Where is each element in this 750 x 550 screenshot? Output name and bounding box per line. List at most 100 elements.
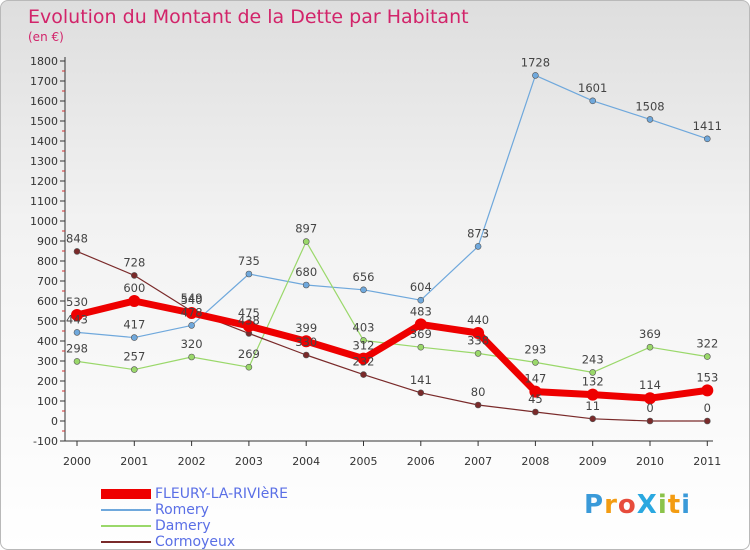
data-point [644,392,656,405]
x-tick-label: 2009 [579,455,607,468]
y-tick-label: 300 [37,355,58,368]
data-label: 1728 [521,55,550,69]
y-tick-label: 200 [37,375,58,388]
data-point [701,384,714,397]
data-point [646,116,654,123]
series-line [76,250,708,422]
data-label: 322 [696,337,718,351]
data-label: 0 [704,401,711,415]
legend-swatch [101,541,151,543]
data-point [131,272,138,279]
data-label: 475 [238,306,260,320]
data-point [357,352,370,365]
data-point [532,359,539,366]
y-tick-label: 1100 [30,195,58,208]
y-tick-label: 1700 [30,75,58,88]
data-label: 728 [123,255,145,269]
y-tick-label: 700 [37,275,58,288]
data-label: 320 [181,337,203,351]
data-point [417,389,425,397]
data-label: 478 [181,305,203,319]
data-label: 269 [238,347,260,361]
x-tick-label: 2010 [636,455,664,468]
data-label: 147 [524,372,546,386]
data-point [589,369,597,376]
data-point [302,238,310,245]
data-label: 483 [410,304,432,318]
y-tick-label: -100 [33,435,58,448]
data-point [73,358,81,365]
logo-letter: r [604,490,618,520]
data-label: 399 [295,321,317,335]
logo-letter: t [667,490,682,520]
data-point [417,296,425,304]
y-tick-label: 1300 [30,155,58,168]
data-point [474,243,482,250]
data-label: 257 [123,350,145,364]
data-point [188,322,195,329]
y-tick-label: 1000 [30,215,58,228]
y-tick-label: 600 [37,295,58,308]
data-point [71,309,83,321]
data-label: 293 [524,342,546,356]
data-point [474,350,482,357]
data-label: 298 [66,341,88,355]
logo-letter: i [657,490,668,520]
legend-swatch [101,489,151,499]
series-line [76,74,708,339]
series-line [73,297,711,402]
data-point [703,135,711,143]
x-tick-label: 2004 [292,455,320,468]
x-tick-label: 2005 [350,455,378,468]
x-tick-label: 2008 [521,455,549,468]
data-point [302,351,310,359]
y-tick-label: 900 [37,235,58,248]
data-point [532,72,539,79]
x-tick-label: 2003 [235,455,263,468]
data-label: 243 [582,352,604,366]
legend-swatch [101,509,151,511]
y-tick-label: 1800 [30,55,58,68]
data-point [589,97,597,105]
logo-letter: i [681,490,692,520]
data-label: 680 [295,265,317,279]
data-label: 530 [66,295,88,309]
data-point [131,366,138,373]
data-point [360,337,367,344]
data-label: 1601 [578,81,607,95]
logo-letter: P [584,490,605,520]
data-label: 873 [467,226,489,240]
x-tick-label: 2002 [178,455,206,468]
data-label: 403 [353,320,375,334]
data-point [245,363,253,371]
data-point [300,335,313,348]
logo-letter: o [617,490,637,520]
data-label: 369 [639,327,661,341]
x-tick-label: 2011 [693,455,721,468]
data-label: 80 [471,385,486,399]
proxiti-logo: ProXiti [584,490,691,520]
data-point [586,388,599,401]
data-label: 549 [181,291,203,305]
x-tick-label: 2001 [120,455,148,468]
data-point [474,401,482,409]
data-label: 735 [238,254,260,268]
data-point [589,415,597,423]
data-point [131,334,138,341]
data-point [529,385,542,398]
data-label: 417 [123,318,145,332]
data-point [188,353,195,361]
data-point [245,270,253,278]
data-point [646,417,654,425]
y-tick-label: 800 [37,255,58,268]
data-label: 848 [66,231,88,245]
x-tick-label: 2006 [407,455,435,468]
data-label: 443 [66,312,88,326]
data-point [302,281,310,289]
data-label: 153 [696,370,718,384]
y-tick-label: 400 [37,335,58,348]
y-tick-label: 0 [51,415,58,428]
data-point [73,329,81,336]
data-point [532,408,539,416]
